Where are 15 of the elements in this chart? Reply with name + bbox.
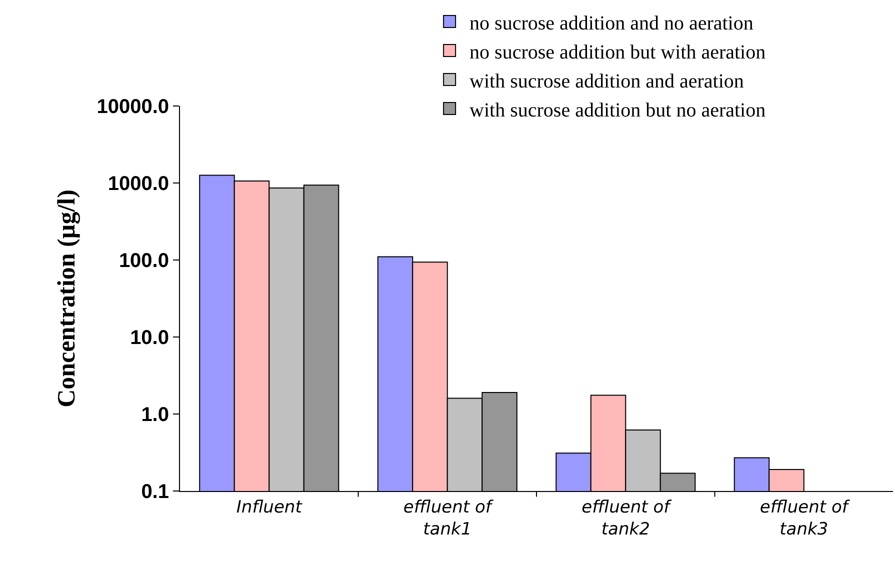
x-tick-label: effluent of tank2 <box>582 497 673 540</box>
y-tick-label: 100.0 <box>118 250 169 272</box>
legend-label: no sucrose addition but with aeration <box>470 41 766 64</box>
x-tick-label: Influent <box>236 497 304 518</box>
legend-label: no sucrose addition and no aeration <box>470 12 754 34</box>
y-tick-label: 1.0 <box>141 404 169 426</box>
y-tick-label: 10.0 <box>130 327 169 349</box>
y-tick-label: 1000.0 <box>108 173 169 195</box>
legend-label: with sucrose addition and aeration <box>470 70 744 92</box>
x-tick-label: effluent of tank3 <box>760 497 851 540</box>
x-tick-label: effluent of tank1 <box>403 497 494 540</box>
legend-label: with sucrose addition but no aeration <box>470 99 766 122</box>
y-tick-label: 10000.0 <box>96 96 169 118</box>
y-tick-label: 0.1 <box>141 481 169 503</box>
y-axis-title: Concentration (µg/l) <box>53 190 80 408</box>
